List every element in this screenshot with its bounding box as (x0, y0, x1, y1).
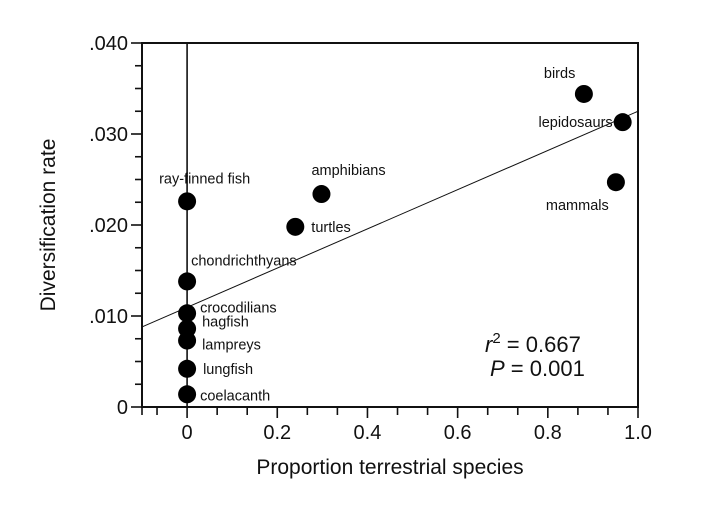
x-tick-label: 0 (182, 422, 193, 444)
x-axis-title: Proportion terrestrial species (256, 456, 523, 479)
point-label: crocodilians (200, 300, 277, 316)
point-label: lungfish (203, 362, 253, 378)
x-tick-label: 0.8 (534, 422, 562, 444)
x-tick-label: 0.2 (263, 422, 291, 444)
data-point (178, 192, 197, 211)
x-tick-label: 1.0 (624, 422, 652, 444)
p-value: = 0.001 (505, 356, 585, 381)
p-value-annotation: P = 0.001 (490, 356, 585, 381)
point-label: lampreys (202, 338, 261, 354)
data-point (574, 84, 593, 103)
r-squared-annotation: r2 = 0.667 (485, 330, 581, 357)
regression-line (141, 110, 639, 328)
data-point (312, 185, 331, 204)
data-point (178, 331, 197, 350)
y-tick-label: .030 (89, 124, 128, 146)
y-tick-label: .020 (89, 215, 128, 237)
y-tick-label: 0 (117, 397, 128, 419)
p-symbol: P (490, 356, 505, 381)
point-label: amphibians (311, 163, 385, 179)
data-point (178, 359, 197, 378)
data-point (613, 113, 632, 132)
point-label: mammals (546, 198, 609, 214)
data-point (178, 385, 197, 404)
point-label: turtles (311, 220, 351, 236)
y-tick-label: .010 (89, 306, 128, 328)
point-label: lepidosaurs (538, 115, 612, 131)
point-label: hagfish (202, 315, 249, 331)
r-squared-value: = 0.667 (501, 332, 581, 357)
data-point (606, 173, 625, 192)
axes: 0 .010 .020 .030 .040 0 0.2 0.4 0.6 0.8 1.0 (89, 33, 652, 444)
x-tick-label: 0.6 (444, 422, 472, 444)
data-point (286, 217, 305, 236)
point-label: birds (544, 66, 575, 82)
data-point (178, 304, 197, 323)
marks: birds lepidosaurs mammals amphibians turtles… (141, 43, 639, 407)
y-tick-label: .040 (89, 33, 128, 55)
data-point (178, 272, 197, 291)
y-axis-title: Diversification rate (37, 139, 60, 312)
point-label: ray-finned fish (159, 171, 250, 187)
point-label: chondrichthyans (191, 253, 297, 269)
point-label: coelacanth (200, 388, 270, 404)
r-symbol: r (485, 332, 494, 357)
x-tick-label: 0.4 (354, 422, 382, 444)
r-exponent: 2 (492, 330, 500, 347)
